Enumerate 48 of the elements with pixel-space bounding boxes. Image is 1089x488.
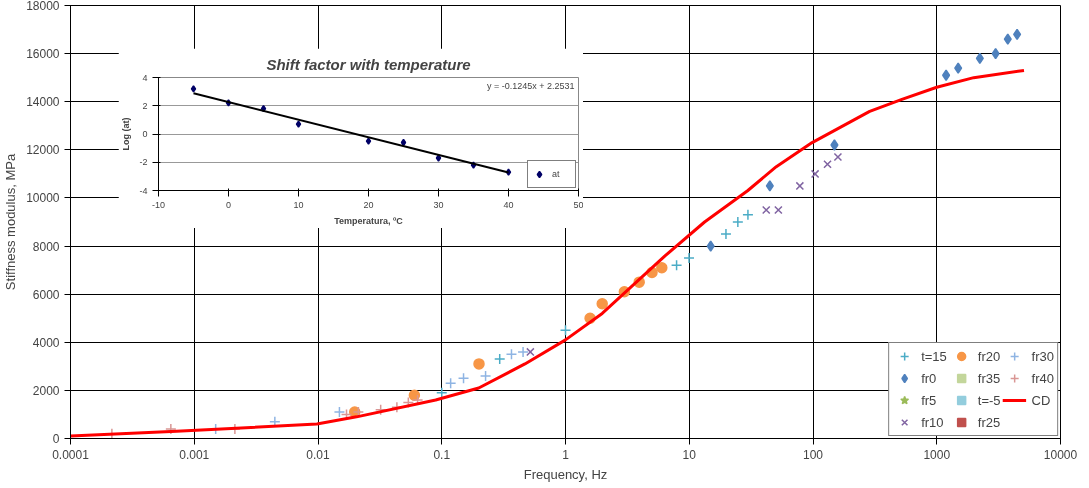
y-axis-title: Log (at)	[121, 117, 132, 151]
x-tick-label: 0.0001	[52, 447, 90, 462]
legend-label: at	[552, 169, 561, 179]
y-tick-label: 18000	[26, 0, 60, 13]
x-tick-label: 40	[503, 199, 514, 210]
legend-label: fr25	[977, 414, 1001, 430]
legend-label: fr5	[921, 392, 938, 408]
x-tick-label: 10	[682, 447, 697, 462]
y-tick-label: 4	[142, 72, 148, 83]
legend-label: fr20	[977, 348, 1001, 364]
x-tick-label: 0.1	[433, 447, 451, 462]
x-axis-title: Frequency, Hz	[523, 466, 608, 482]
y-tick-label: 8000	[32, 239, 60, 254]
legend-label: fr0	[921, 370, 938, 386]
y-tick-label: 16000	[26, 47, 60, 62]
y-tick-label: 4000	[32, 335, 60, 350]
y-tick-label: -4	[139, 185, 148, 196]
legend-label: fr35	[977, 370, 1001, 386]
x-tick-label: 0.001	[179, 447, 210, 462]
y-tick-label: 0	[142, 129, 148, 139]
legend-label: fr30	[1031, 348, 1054, 364]
x-tick-label: 10000	[1043, 447, 1078, 462]
x-axis-title: Temperatura, ºC	[334, 215, 404, 226]
y-tick-label: 0	[52, 432, 60, 446]
legend-label: CD	[1031, 392, 1052, 408]
legend-label: fr40	[1031, 370, 1054, 386]
y-tick-label: 2	[142, 100, 148, 111]
y-tick-label: 2000	[32, 383, 60, 398]
x-tick-label: 10	[293, 199, 304, 210]
legend-label: fr10	[921, 414, 944, 430]
chart-title: Shift factor with temperature	[266, 55, 471, 73]
legend-label: t=-5	[977, 392, 1001, 408]
x-tick-label: 30	[433, 199, 444, 210]
legend-label: t=15	[921, 348, 947, 364]
y-tick-label: 12000	[26, 143, 60, 158]
x-tick-label: 100	[802, 447, 824, 462]
x-tick-label: 0.01	[306, 447, 330, 462]
x-tick-label: -10	[152, 199, 166, 210]
y-tick-label: -2	[139, 157, 148, 168]
x-tick-label: 20	[363, 199, 374, 210]
y-tick-label: 6000	[32, 287, 60, 302]
y-axis-title: Stiffness modulus, MPa	[3, 153, 19, 291]
x-tick-label: 0	[226, 199, 232, 210]
y-tick-label: 14000	[26, 95, 60, 110]
x-tick-label: 1000	[923, 447, 951, 462]
x-tick-label: 50	[573, 199, 584, 210]
annotation: y = -0.1245x + 2.2531	[486, 80, 575, 91]
x-tick-label: 1	[562, 447, 570, 462]
